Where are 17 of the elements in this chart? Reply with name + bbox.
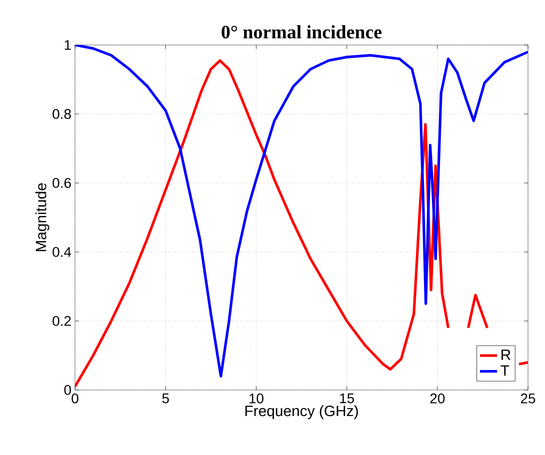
- x-tick-label: 0: [72, 393, 78, 404]
- x-tick-label: 10: [250, 393, 264, 404]
- y-tick-label: 0.6: [52, 178, 71, 188]
- legend-label: T: [500, 365, 510, 376]
- x-tick-label: 15: [340, 394, 354, 404]
- legend-label: R: [502, 350, 510, 360]
- x-tick-label: 20: [430, 393, 445, 404]
- y-tick-label: 0.8: [52, 109, 71, 119]
- y-tick-label: 0: [64, 385, 71, 395]
- x-tick-label: 5: [162, 394, 169, 404]
- chart-title: 0° normal incidence: [222, 25, 382, 38]
- x-tick-label: 25: [520, 393, 536, 404]
- y-tick-label: 0.4: [52, 247, 72, 257]
- x-axis-title: Frequency (GHz): [245, 405, 358, 420]
- y-tick-label: 1: [64, 40, 71, 50]
- y-axis-title: Magnitude: [35, 183, 50, 252]
- y-tick-label: 0.2: [52, 316, 71, 326]
